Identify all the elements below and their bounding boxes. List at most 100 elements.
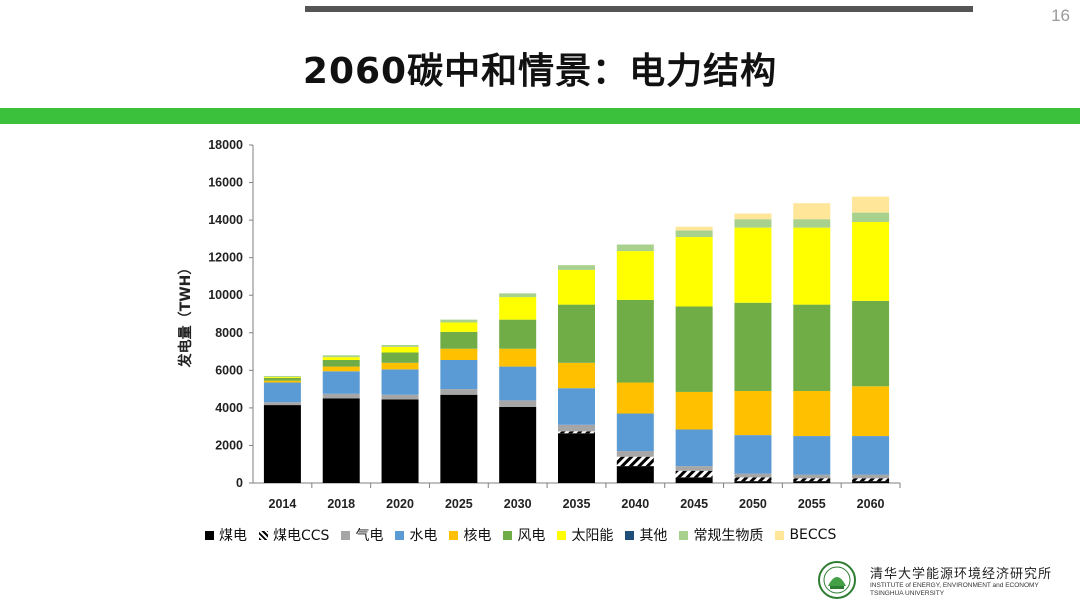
x-tick-label: 2060 (857, 497, 885, 511)
bar-segment (381, 394, 419, 400)
institute-university-en: TSINGHUA UNIVERSITY (870, 589, 945, 597)
legend-swatch (503, 530, 513, 540)
bar-segment (616, 251, 654, 300)
bar-segment (499, 348, 537, 367)
bar-segment (440, 331, 478, 349)
y-tick-label: 12000 (208, 251, 243, 265)
bar-segment (734, 481, 772, 483)
bar-segment (322, 360, 360, 367)
bar-segment (263, 375, 301, 377)
legend-item: 煤电CCS (259, 525, 329, 545)
top-decor-bar (305, 6, 973, 12)
bar-segment (440, 322, 478, 332)
legend-item: 气电 (341, 525, 383, 545)
legend-item: 常规生物质 (679, 525, 763, 545)
legend-label: 风电 (517, 528, 546, 544)
legend-swatch (259, 530, 268, 540)
bar-segment (793, 304, 831, 391)
bar-segment (381, 352, 419, 363)
bar-segment (381, 346, 419, 353)
bar-segment (499, 406, 537, 483)
bar-segment (852, 436, 890, 475)
bar-segment (675, 306, 713, 392)
bar-segment (616, 244, 654, 252)
bar-segment (558, 424, 595, 432)
bar-segment (734, 302, 772, 391)
bar-segment (558, 362, 595, 389)
legend-swatch (679, 530, 689, 540)
bar-segment (675, 237, 713, 307)
bar-segment (734, 477, 772, 482)
bar-segment (558, 388, 595, 425)
legend-swatch (625, 530, 635, 540)
bar-segment (675, 230, 713, 238)
institute-footer: 清华大学能源环境经济研究所 INSTITUTE of ENERGY, ENVIR… (812, 560, 1052, 600)
x-tick-label: 2018 (327, 497, 355, 511)
bar-segment (263, 402, 301, 406)
green-divider-bar (0, 108, 1080, 124)
y-tick-label: 8000 (215, 326, 243, 340)
bar-segment (734, 219, 772, 228)
institute-name-cn: 清华大学能源环境经济研究所 (870, 566, 1053, 582)
y-tick-label: 0 (236, 476, 243, 490)
bar-segment (616, 466, 654, 483)
legend-label: 太阳能 (571, 528, 614, 544)
legend-label: 煤电CCS (273, 528, 330, 544)
bar-segment (263, 376, 301, 378)
legend-label: BECCS (789, 527, 837, 543)
bar-segment (616, 382, 654, 414)
x-tick-label: 2040 (621, 497, 649, 511)
bar-segment (734, 390, 772, 436)
bar-segment (616, 413, 654, 452)
bar-segment (734, 213, 772, 220)
bar-segment (499, 319, 537, 349)
bar-segment (381, 344, 419, 347)
x-tick-label: 2014 (269, 497, 297, 511)
legend-label: 水电 (409, 528, 438, 544)
y-tick-label: 6000 (215, 363, 243, 377)
bar-segment (852, 300, 890, 387)
bar-segment (852, 221, 890, 301)
bar-segment (852, 212, 890, 222)
legend-label: 核电 (463, 528, 492, 544)
bar-segment (616, 456, 654, 467)
bar-segment (793, 203, 831, 220)
stacked-bar-chart: 0 2000 4000 6000 8000 10000 12000 14000 16000 180… (177, 138, 901, 511)
bar-segment (558, 269, 595, 305)
bar-segment (322, 357, 360, 361)
legend-item: 其他 (625, 525, 667, 545)
bar-segment (558, 433, 595, 483)
bar-segment (616, 299, 654, 383)
bar-segment (852, 386, 890, 437)
institute-logo-icon (818, 561, 856, 599)
y-tick-label: 18000 (208, 138, 243, 152)
chart-legend: 煤电 煤电CCS 气电 水电 核电 风电 太阳能 其他 常规生物质 BECCS (205, 525, 848, 545)
bar-segment (322, 366, 360, 372)
bar-segment (440, 394, 478, 483)
institute-name-en: INSTITUTE of ENERGY, ENVIRONMENT and ECO… (870, 581, 1039, 589)
bar-segment (381, 362, 419, 370)
bar-segment (440, 389, 478, 395)
bar-segment (852, 481, 890, 483)
bar-segment (734, 435, 772, 474)
legend-swatch (395, 530, 405, 540)
legend-label: 常规生物质 (693, 528, 764, 544)
legend-item: 水电 (395, 525, 437, 545)
bar-segment (675, 470, 713, 478)
legend-label: 其他 (639, 528, 668, 544)
bar-segment (263, 405, 301, 483)
bar-segment (793, 481, 831, 483)
legend-label: 气电 (355, 528, 384, 544)
x-tick-label: 2030 (504, 497, 532, 511)
bar-segment (381, 399, 419, 483)
x-tick-label: 2050 (739, 497, 767, 511)
y-axis-label: 发电量（TWH） (177, 261, 194, 369)
bar-segment (381, 369, 419, 395)
y-tick-label: 4000 (215, 401, 243, 415)
bar-segment (793, 478, 831, 482)
bar-segment (852, 478, 890, 482)
bar-segment (263, 380, 301, 383)
bar-segment (558, 304, 595, 363)
bar-segment (263, 377, 301, 381)
bar-segment (793, 227, 831, 305)
